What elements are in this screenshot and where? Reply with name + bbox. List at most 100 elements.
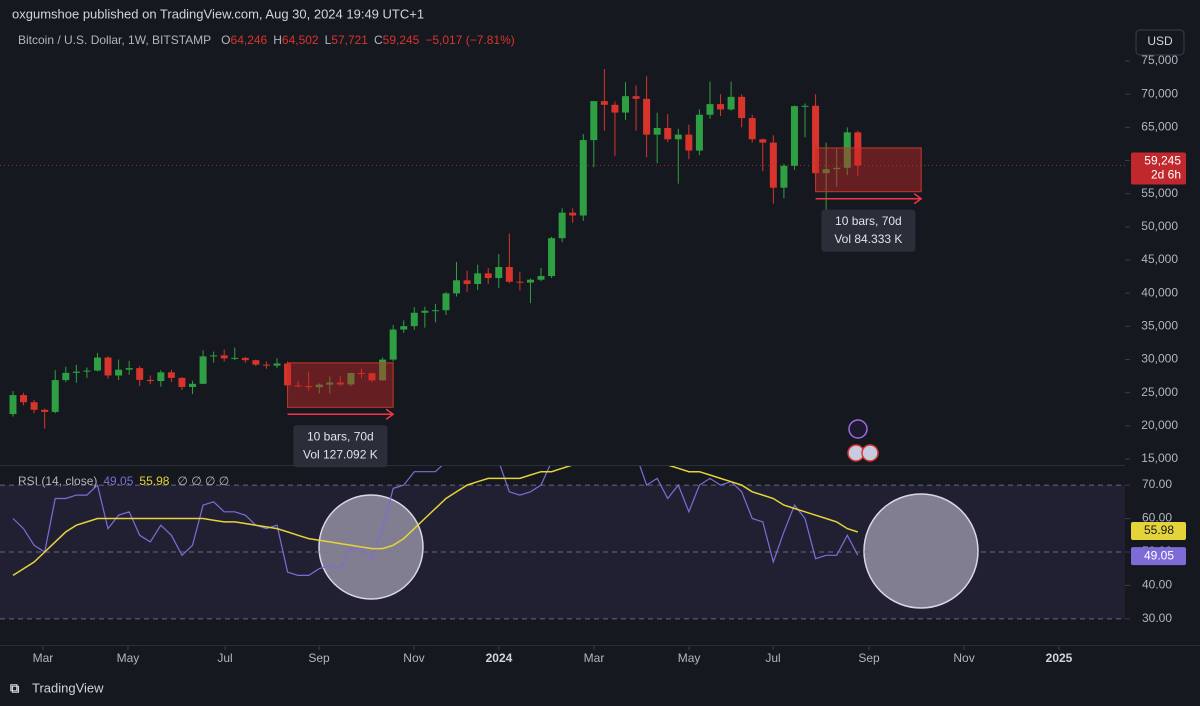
x-tick-label: Jul xyxy=(765,651,780,665)
y-tick-label: 25,000 xyxy=(1141,385,1178,399)
candle-body xyxy=(389,329,397,360)
candle-body xyxy=(621,96,629,113)
last-price-badge xyxy=(1131,152,1186,185)
candle-body xyxy=(537,276,545,280)
footer-brand: TradingView xyxy=(32,680,104,695)
candle-body xyxy=(643,98,651,135)
candle-body xyxy=(738,96,746,119)
ohlc-value: 57,721 xyxy=(331,33,368,47)
ohlc-value: 64,502 xyxy=(282,33,319,47)
candle-body xyxy=(833,167,841,170)
range-volume: Vol 84.333 K xyxy=(834,232,902,246)
candle-body xyxy=(294,385,302,387)
x-tick-label: Sep xyxy=(308,651,330,665)
candle-body xyxy=(357,372,365,374)
candle-body xyxy=(611,104,619,113)
candle-body xyxy=(305,386,313,388)
x-tick-label: May xyxy=(678,651,701,665)
rsi-legend-value: 49.05 xyxy=(103,474,133,488)
candle-body xyxy=(20,395,28,403)
x-tick-label: Jul xyxy=(217,651,232,665)
candle-body xyxy=(210,355,218,357)
candle-body xyxy=(790,106,798,166)
y-tick-label: 70,000 xyxy=(1141,86,1178,100)
candle-body xyxy=(115,369,123,376)
rsi-line xyxy=(12,466,859,576)
candle-body xyxy=(695,114,703,151)
y-tick-label: 55,000 xyxy=(1141,186,1178,200)
ohlc-key: H xyxy=(273,33,282,47)
candle-body xyxy=(93,357,101,371)
y-tick-label: 20,000 xyxy=(1141,418,1178,432)
candle-body xyxy=(442,293,450,311)
countdown: 2d 6h xyxy=(1151,168,1181,182)
value-badge-label: 49.05 xyxy=(1144,548,1174,562)
candle-body xyxy=(157,372,165,382)
x-tick-label: May xyxy=(117,651,140,665)
candle-body xyxy=(558,212,566,239)
y-tick-label: 35,000 xyxy=(1141,319,1178,333)
candle-body xyxy=(421,310,429,313)
value-badge-label: 55.98 xyxy=(1144,523,1174,537)
candle-body xyxy=(220,355,228,359)
candle-body xyxy=(262,364,270,366)
candle-body xyxy=(199,356,207,384)
candle-body xyxy=(548,238,556,277)
candle-body xyxy=(41,409,49,412)
candle-body xyxy=(326,382,334,385)
ohlc-key: O xyxy=(221,33,230,47)
candle-body xyxy=(495,266,503,279)
event-icon[interactable] xyxy=(848,419,868,439)
candle-body xyxy=(854,132,862,166)
candle-body xyxy=(843,132,851,168)
candle-body xyxy=(453,280,461,294)
event-icon[interactable] xyxy=(861,444,879,462)
range-box xyxy=(287,362,394,408)
y-tick-label: 15,000 xyxy=(1141,451,1178,465)
y-tick-label: 60.00 xyxy=(1142,511,1172,525)
candle-body xyxy=(410,312,418,327)
y-tick-label: 30.00 xyxy=(1142,611,1172,625)
candle-body xyxy=(727,96,735,110)
rsi-title: RSI (14, close) xyxy=(18,474,97,488)
range-info xyxy=(293,425,388,468)
candle-body xyxy=(590,101,598,141)
candle-body xyxy=(664,128,672,140)
x-tick-label: Mar xyxy=(584,651,605,665)
candle-body xyxy=(136,368,144,380)
candle-body xyxy=(104,357,112,376)
x-tick-label: 2025 xyxy=(1046,651,1073,665)
candle-body xyxy=(62,372,70,381)
x-tick-label: Mar xyxy=(33,651,54,665)
y-tick-label: 40.00 xyxy=(1142,578,1172,592)
candle-body xyxy=(189,383,197,387)
x-tick-label: Nov xyxy=(403,651,424,665)
symbol-line: Bitcoin / U.S. Dollar, 1W, BITSTAMP O64,2… xyxy=(18,33,515,47)
y-tick-label: 30,000 xyxy=(1141,352,1178,366)
candle-body xyxy=(83,370,91,372)
range-bars: 10 bars, 70d xyxy=(307,429,374,443)
candle-body xyxy=(400,326,408,330)
candle-body xyxy=(231,357,239,359)
candle-body xyxy=(706,104,714,115)
range-volume: Vol 127.092 K xyxy=(303,447,378,461)
y-tick-label: 70.00 xyxy=(1142,477,1172,491)
candle-body xyxy=(9,395,17,415)
range-bars: 10 bars, 70d xyxy=(835,214,902,228)
value-badge xyxy=(1131,547,1186,566)
candle-body xyxy=(569,212,577,216)
currency-button[interactable] xyxy=(1135,29,1185,56)
y-tick-label: 75,000 xyxy=(1141,53,1178,67)
value-badge xyxy=(1131,521,1186,540)
change: −5,017 (−7.81%) xyxy=(425,33,514,47)
author: oxgumshoe published on TradingView.com, … xyxy=(12,6,424,21)
rsi-line xyxy=(12,466,859,577)
footer-logo: ⧉ xyxy=(10,680,20,695)
candle-body xyxy=(822,169,830,174)
candle-body xyxy=(72,371,80,373)
y-tick-label: 45,000 xyxy=(1141,252,1178,266)
candle-body xyxy=(653,128,661,135)
candle-body xyxy=(579,140,587,216)
candle-body xyxy=(801,105,809,107)
